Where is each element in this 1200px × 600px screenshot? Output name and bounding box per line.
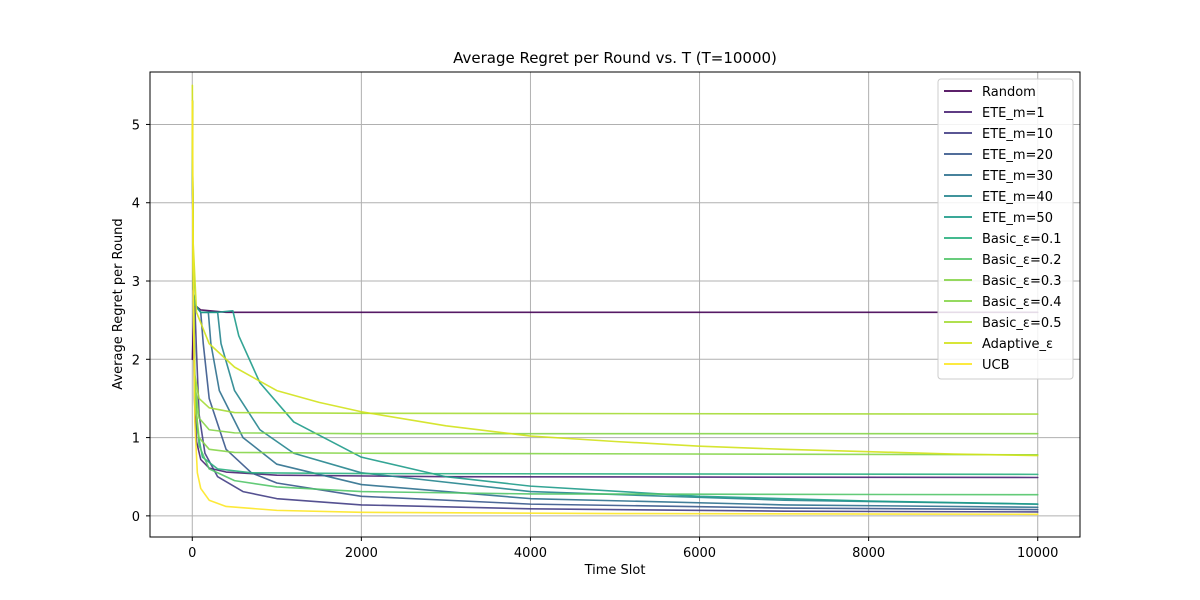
legend-label: ETE_m=50 [982, 211, 1053, 226]
y-axis-label: Average Regret per Round [111, 218, 126, 389]
series-line-basic-0-5 [191, 100, 1039, 415]
legend-label: ETE_m=40 [982, 190, 1053, 205]
legend: Random ETE_m=1 ETE_m=10 ETE_m=20 ETE_m=30 ETE… [937, 78, 1074, 380]
series-line-random [191, 303, 1039, 361]
legend-label: Basic_ε=0.5 [982, 316, 1062, 331]
series-line-ete-m-10 [191, 100, 1039, 513]
plot-frame [149, 71, 1081, 538]
legend-label: ETE_m=20 [982, 148, 1053, 163]
legend-label: Basic_ε=0.1 [982, 232, 1062, 247]
x-tick-label: 0 [188, 546, 196, 561]
x-axis-label: Time Slot [584, 563, 646, 578]
legend-label: Basic_ε=0.3 [982, 274, 1062, 289]
legend-label: ETE_m=1 [982, 106, 1045, 121]
legend-label: Adaptive_ε [982, 337, 1053, 352]
series-line-ete-m-30 [191, 100, 1039, 509]
chart-title: Average Regret per Round vs. T (T=10000) [453, 49, 777, 67]
series-line-ete-m-1 [191, 100, 1039, 479]
series-line-adaptive [191, 84, 1039, 457]
legend-label: UCB [982, 358, 1010, 373]
legend-label: Random [982, 85, 1036, 100]
x-tick-label: 4000 [514, 546, 547, 561]
series-line-basic-0-1 [191, 100, 1039, 476]
legend-label: ETE_m=10 [982, 127, 1053, 142]
series-line-ucb [191, 100, 1039, 516]
axis-ticks: 0 2000 4000 6000 8000 10000 0 1 2 3 4 5 [132, 118, 1059, 561]
x-tick-label: 6000 [683, 546, 716, 561]
series-line-ete-m-50 [191, 100, 1039, 505]
y-tick-label: 5 [132, 118, 140, 133]
series-line-ete-m-40 [191, 100, 1039, 505]
x-tick-label: 8000 [852, 546, 885, 561]
y-tick-label: 4 [132, 197, 140, 212]
legend-label: Basic_ε=0.4 [982, 295, 1062, 310]
legend-box [937, 78, 1074, 380]
y-tick-label: 2 [132, 353, 140, 368]
legend-label: Basic_ε=0.2 [982, 253, 1062, 268]
y-tick-label: 3 [132, 275, 140, 290]
series-group [191, 84, 1039, 516]
x-tick-label: 10000 [1017, 546, 1058, 561]
legend-label: ETE_m=30 [982, 169, 1053, 184]
y-tick-label: 1 [132, 432, 140, 447]
y-tick-label: 0 [132, 510, 140, 525]
series-line-ete-m-20 [191, 100, 1039, 511]
series-line-basic-0-4 [191, 100, 1039, 435]
x-tick-label: 2000 [345, 546, 378, 561]
